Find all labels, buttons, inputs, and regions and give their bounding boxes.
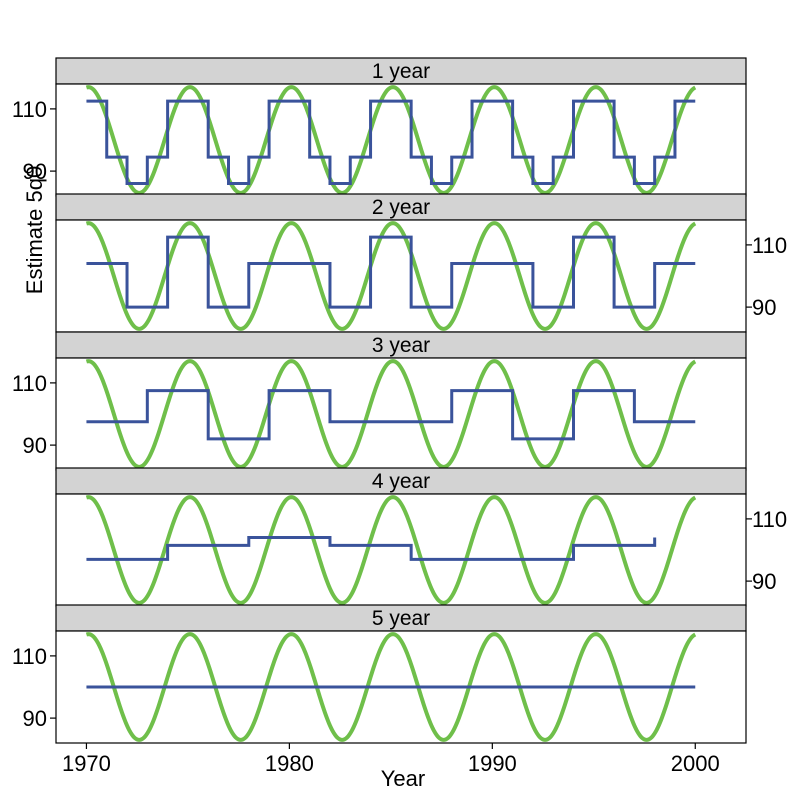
estimate-step-line bbox=[86, 99, 696, 186]
y-tick-label: 90 bbox=[23, 159, 47, 184]
true-curve-line bbox=[85, 359, 697, 469]
estimate-step-line bbox=[86, 235, 696, 309]
panel-strip bbox=[55, 331, 747, 359]
panel-strip-label: 2 year bbox=[372, 196, 430, 219]
panel-strip bbox=[55, 57, 747, 85]
y-tick-label: 110 bbox=[12, 97, 47, 122]
panel-4: 4 year 90 110 bbox=[55, 467, 787, 607]
panel-frame bbox=[55, 219, 747, 333]
y-tick-label: 90 bbox=[752, 569, 776, 594]
panel-5: 5 year 90 110 bbox=[12, 604, 747, 744]
x-axis: 1970 1980 1990 2000 bbox=[62, 743, 720, 776]
y-tick-label: 110 bbox=[12, 371, 47, 396]
estimate-step-line bbox=[86, 536, 657, 561]
y-tick-label: 110 bbox=[12, 644, 47, 669]
panel-strip-label: 1 year bbox=[372, 60, 430, 83]
panel-2: 2 year 90 110 bbox=[55, 193, 787, 333]
estimate-step-line bbox=[86, 389, 696, 441]
panels-layer: 1 year 90 110 2 year 90 110 3 year 90 110 4 year 9… bbox=[12, 57, 787, 744]
y-tick-label: 110 bbox=[752, 507, 787, 532]
y-axis-title: Estimate 5q0 bbox=[22, 166, 47, 294]
y-tick-label: 110 bbox=[752, 233, 787, 258]
true-curve-line bbox=[85, 221, 697, 331]
panel-frame bbox=[55, 83, 747, 197]
true-curve-line bbox=[85, 495, 697, 605]
panel-strip bbox=[55, 604, 747, 632]
true-curve-line bbox=[85, 85, 697, 195]
y-tick-label: 90 bbox=[752, 295, 776, 320]
panel-strip-label: 3 year bbox=[372, 334, 430, 357]
panel-1: 1 year 90 110 bbox=[12, 57, 747, 197]
x-tick-label: 1970 bbox=[62, 751, 111, 776]
panel-frame bbox=[55, 493, 747, 607]
x-axis-title: Year bbox=[381, 766, 425, 791]
panel-strip bbox=[55, 193, 747, 221]
panel-3: 3 year 90 110 bbox=[12, 331, 747, 471]
y-tick-label: 90 bbox=[23, 706, 47, 731]
true-curve-line bbox=[85, 632, 697, 742]
panel-strip-label: 4 year bbox=[372, 470, 430, 493]
x-tick-label: 2000 bbox=[671, 751, 720, 776]
panel-strip-label: 5 year bbox=[372, 607, 430, 630]
y-tick-label: 90 bbox=[23, 433, 47, 458]
panel-frame bbox=[55, 357, 747, 471]
x-tick-label: 1990 bbox=[468, 751, 517, 776]
x-tick-label: 1980 bbox=[265, 751, 314, 776]
